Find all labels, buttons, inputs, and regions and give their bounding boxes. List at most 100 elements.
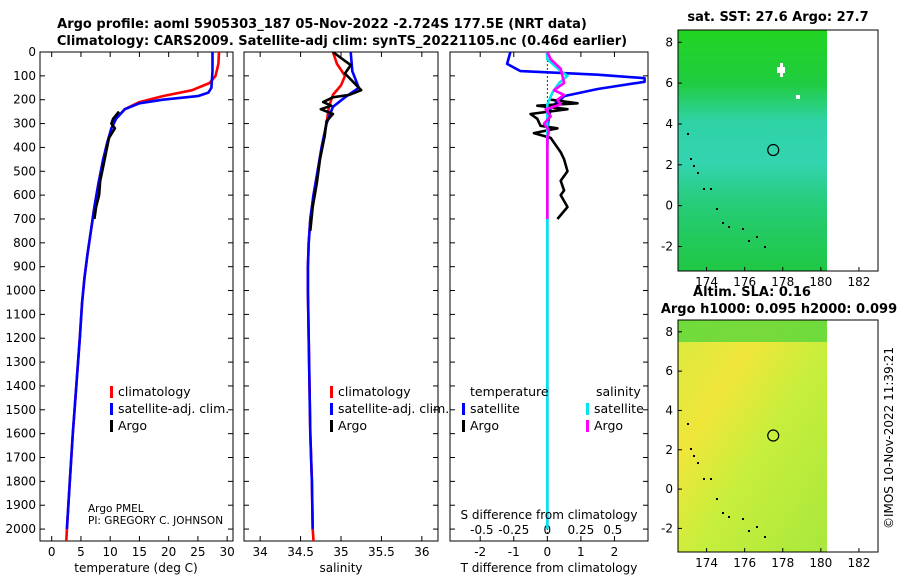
salinity-legend: climatology satellite-adj. clim. Argo	[330, 384, 449, 433]
map-x-tick-label: 178	[771, 275, 794, 289]
x-tick-label: 5	[77, 545, 85, 559]
x-tick-label: 10	[103, 545, 118, 559]
sla-map-title-line1: Altim. SLA: 0.16	[693, 285, 811, 300]
float-position-marker	[767, 429, 780, 442]
legend-label-sal-satellite: satellite	[594, 401, 644, 416]
x2-tick-label: -0.25	[498, 523, 529, 537]
map-y-tick-label: 2	[665, 443, 673, 457]
plot-frame	[243, 51, 439, 542]
map-x-tick-label: 176	[733, 275, 756, 289]
coastline-dot	[748, 240, 750, 242]
x-tick-label: 0	[544, 545, 552, 559]
legend-label-argo: Argo	[338, 418, 367, 433]
legend-label-sal-argo: Argo	[594, 418, 623, 433]
y-tick-label: 1900	[5, 498, 36, 512]
sla-map-title-line2: Argo h1000: 0.095 h2000: 0.099	[661, 302, 897, 317]
x-tick-label: -1	[508, 545, 520, 559]
x2-tick-label: 0.25	[568, 523, 595, 537]
series-line-temperature-satellite	[505, 52, 646, 530]
y-tick-label: 700	[13, 212, 36, 226]
coastline-dot	[716, 208, 718, 210]
coastline-dot	[693, 165, 695, 167]
map-y-tick-label: 8	[665, 325, 673, 339]
x-tick-label: 35.5	[368, 545, 395, 559]
legend-label-temp-argo: Argo	[470, 418, 499, 433]
legend-label-argo: Argo	[118, 418, 147, 433]
x2-tick-label: 0.5	[603, 523, 622, 537]
salinity-xlabel: salinity	[319, 561, 362, 575]
map-x-tick-label: 174	[695, 275, 718, 289]
y-tick-label: 1300	[5, 355, 36, 369]
difference-panel: -2 -1 0 1 2-0.5 -0.25 0 0.25 0.5	[449, 51, 649, 559]
difference-legend: temperature satellite Argo salinity sate…	[462, 384, 644, 433]
figure-title-line1: Argo profile: aoml 5905303_187 05-Nov-20…	[57, 17, 587, 32]
map-y-tick-label: 8	[665, 35, 673, 49]
x-tick-label: 25	[190, 545, 205, 559]
coastline-dot	[722, 222, 724, 224]
coastline-dot	[697, 172, 699, 174]
legend-swatch-sal-argo	[586, 420, 589, 432]
map-y-tick-label: 0	[665, 199, 673, 213]
map-y-tick-label: 0	[665, 482, 673, 496]
difference-x2label: S difference from climatology	[461, 508, 638, 522]
coastline-dot	[748, 530, 750, 532]
x-tick-label: 36	[414, 545, 429, 559]
plot-frame	[39, 51, 234, 542]
y-tick-label: 1800	[5, 474, 36, 488]
x-tick-label: 34.5	[287, 545, 314, 559]
series-line-climatology	[65, 52, 221, 541]
series-line-argo	[93, 110, 121, 220]
temperature-panel: 0 5 10 15 20 25 300100200300400500600700800900…	[5, 45, 234, 559]
legend-swatch-climatology	[110, 386, 113, 398]
series-line-argo	[309, 52, 363, 232]
legend-label-satellite: satellite-adj. clim.	[118, 401, 229, 416]
coastline-dot	[728, 226, 730, 228]
map-y-tick-label: -2	[661, 521, 673, 535]
y-tick-label: 1200	[5, 331, 36, 345]
legend-label-satellite: satellite-adj. clim.	[338, 401, 449, 416]
coastline-dot	[687, 423, 689, 425]
difference-xlabel: T difference from climatology	[460, 561, 638, 575]
temperature-xlabel: temperature (deg C)	[74, 561, 197, 575]
y-tick-label: 600	[13, 188, 36, 202]
legend-swatch-temp-satellite	[462, 403, 465, 415]
y-tick-label: 1400	[5, 379, 36, 393]
y-tick-label: 900	[13, 260, 36, 274]
x-tick-label: 20	[161, 545, 176, 559]
coastline-dot	[710, 188, 712, 190]
map-x-tick-label: 182	[847, 275, 870, 289]
map-x-tick-label: 178	[771, 556, 794, 570]
coastline-dot	[687, 133, 689, 135]
coastline-dot	[756, 236, 758, 238]
coastline-dot	[690, 158, 692, 160]
map-y-tick-label: 2	[665, 158, 673, 172]
sst-map-title: sat. SST: 27.6 Argo: 27.7	[687, 10, 868, 25]
legend-swatch-argo	[330, 420, 333, 432]
y-tick-label: 1500	[5, 403, 36, 417]
x-tick-label: 1	[577, 545, 585, 559]
map-field	[678, 320, 827, 552]
map-x-tick-label: 180	[809, 275, 832, 289]
series-line-salinity-argo	[542, 52, 566, 219]
figure-title-line2: Climatology: CARS2009. Satellite-adj cli…	[57, 34, 627, 49]
map-y-tick-label: 6	[665, 76, 673, 90]
map-field	[678, 30, 827, 271]
map-frame	[677, 29, 879, 272]
series-line-satellite-adj-clim-	[306, 52, 361, 530]
series-line-temperature-argo	[529, 98, 579, 220]
y-tick-label: 1700	[5, 451, 36, 465]
map-x-tick-label: 182	[847, 556, 870, 570]
coastline-dot	[703, 478, 705, 480]
legend-swatch-temp-argo	[462, 420, 465, 432]
coastline-dot	[764, 536, 766, 538]
y-tick-label: 300	[13, 117, 36, 131]
coastline-dot	[710, 478, 712, 480]
imos-timestamp: ©IMOS 10-Nov-2022 11:39:21	[882, 347, 896, 529]
map-x-tick-label: 174	[695, 556, 718, 570]
map-y-tick-label: 4	[665, 403, 673, 417]
map-y-tick-label: 6	[665, 364, 673, 378]
series-line-satellite-adj-clim-	[65, 52, 214, 530]
y-tick-label: 1100	[5, 307, 36, 321]
legend-swatch-argo	[110, 420, 113, 432]
